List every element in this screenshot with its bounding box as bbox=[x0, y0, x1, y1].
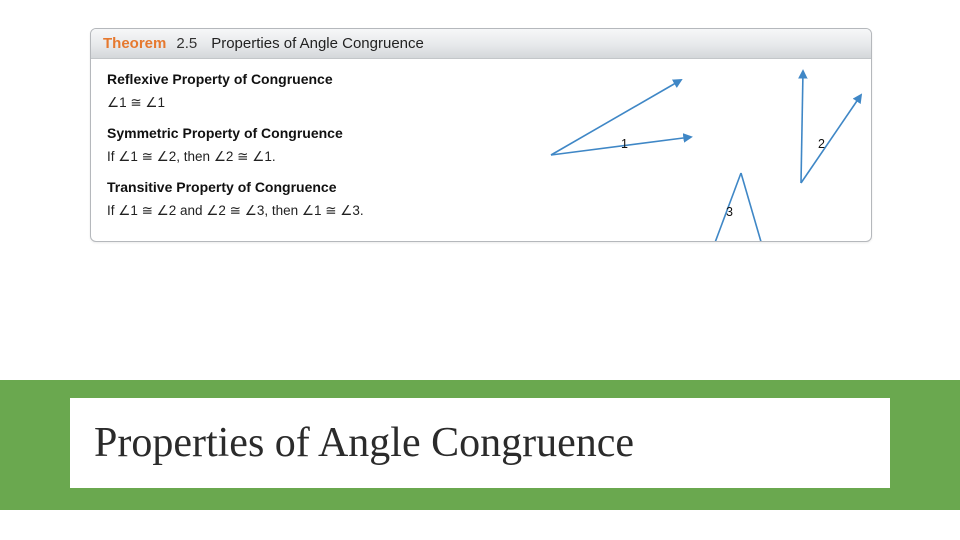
slide-title: Properties of Angle Congruence bbox=[70, 398, 890, 488]
title-band: Properties of Angle Congruence bbox=[0, 380, 960, 510]
theorem-body: Reflexive Property of Congruence ∠1 ≅ ∠1… bbox=[91, 59, 871, 241]
theorem-number: 2.5 bbox=[176, 35, 197, 52]
angle-label-2: 2 bbox=[818, 137, 825, 151]
angle-figures: 1 2 3 bbox=[511, 65, 871, 242]
angle-label-3: 3 bbox=[726, 205, 733, 219]
angle-label-1: 1 bbox=[621, 137, 628, 151]
theorem-title: Properties of Angle Congruence bbox=[211, 35, 424, 52]
theorem-label: Theorem bbox=[103, 35, 166, 52]
angle-svg bbox=[511, 65, 871, 242]
theorem-box: Theorem 2.5 Properties of Angle Congruen… bbox=[90, 28, 872, 242]
theorem-header: Theorem 2.5 Properties of Angle Congruen… bbox=[91, 29, 871, 59]
